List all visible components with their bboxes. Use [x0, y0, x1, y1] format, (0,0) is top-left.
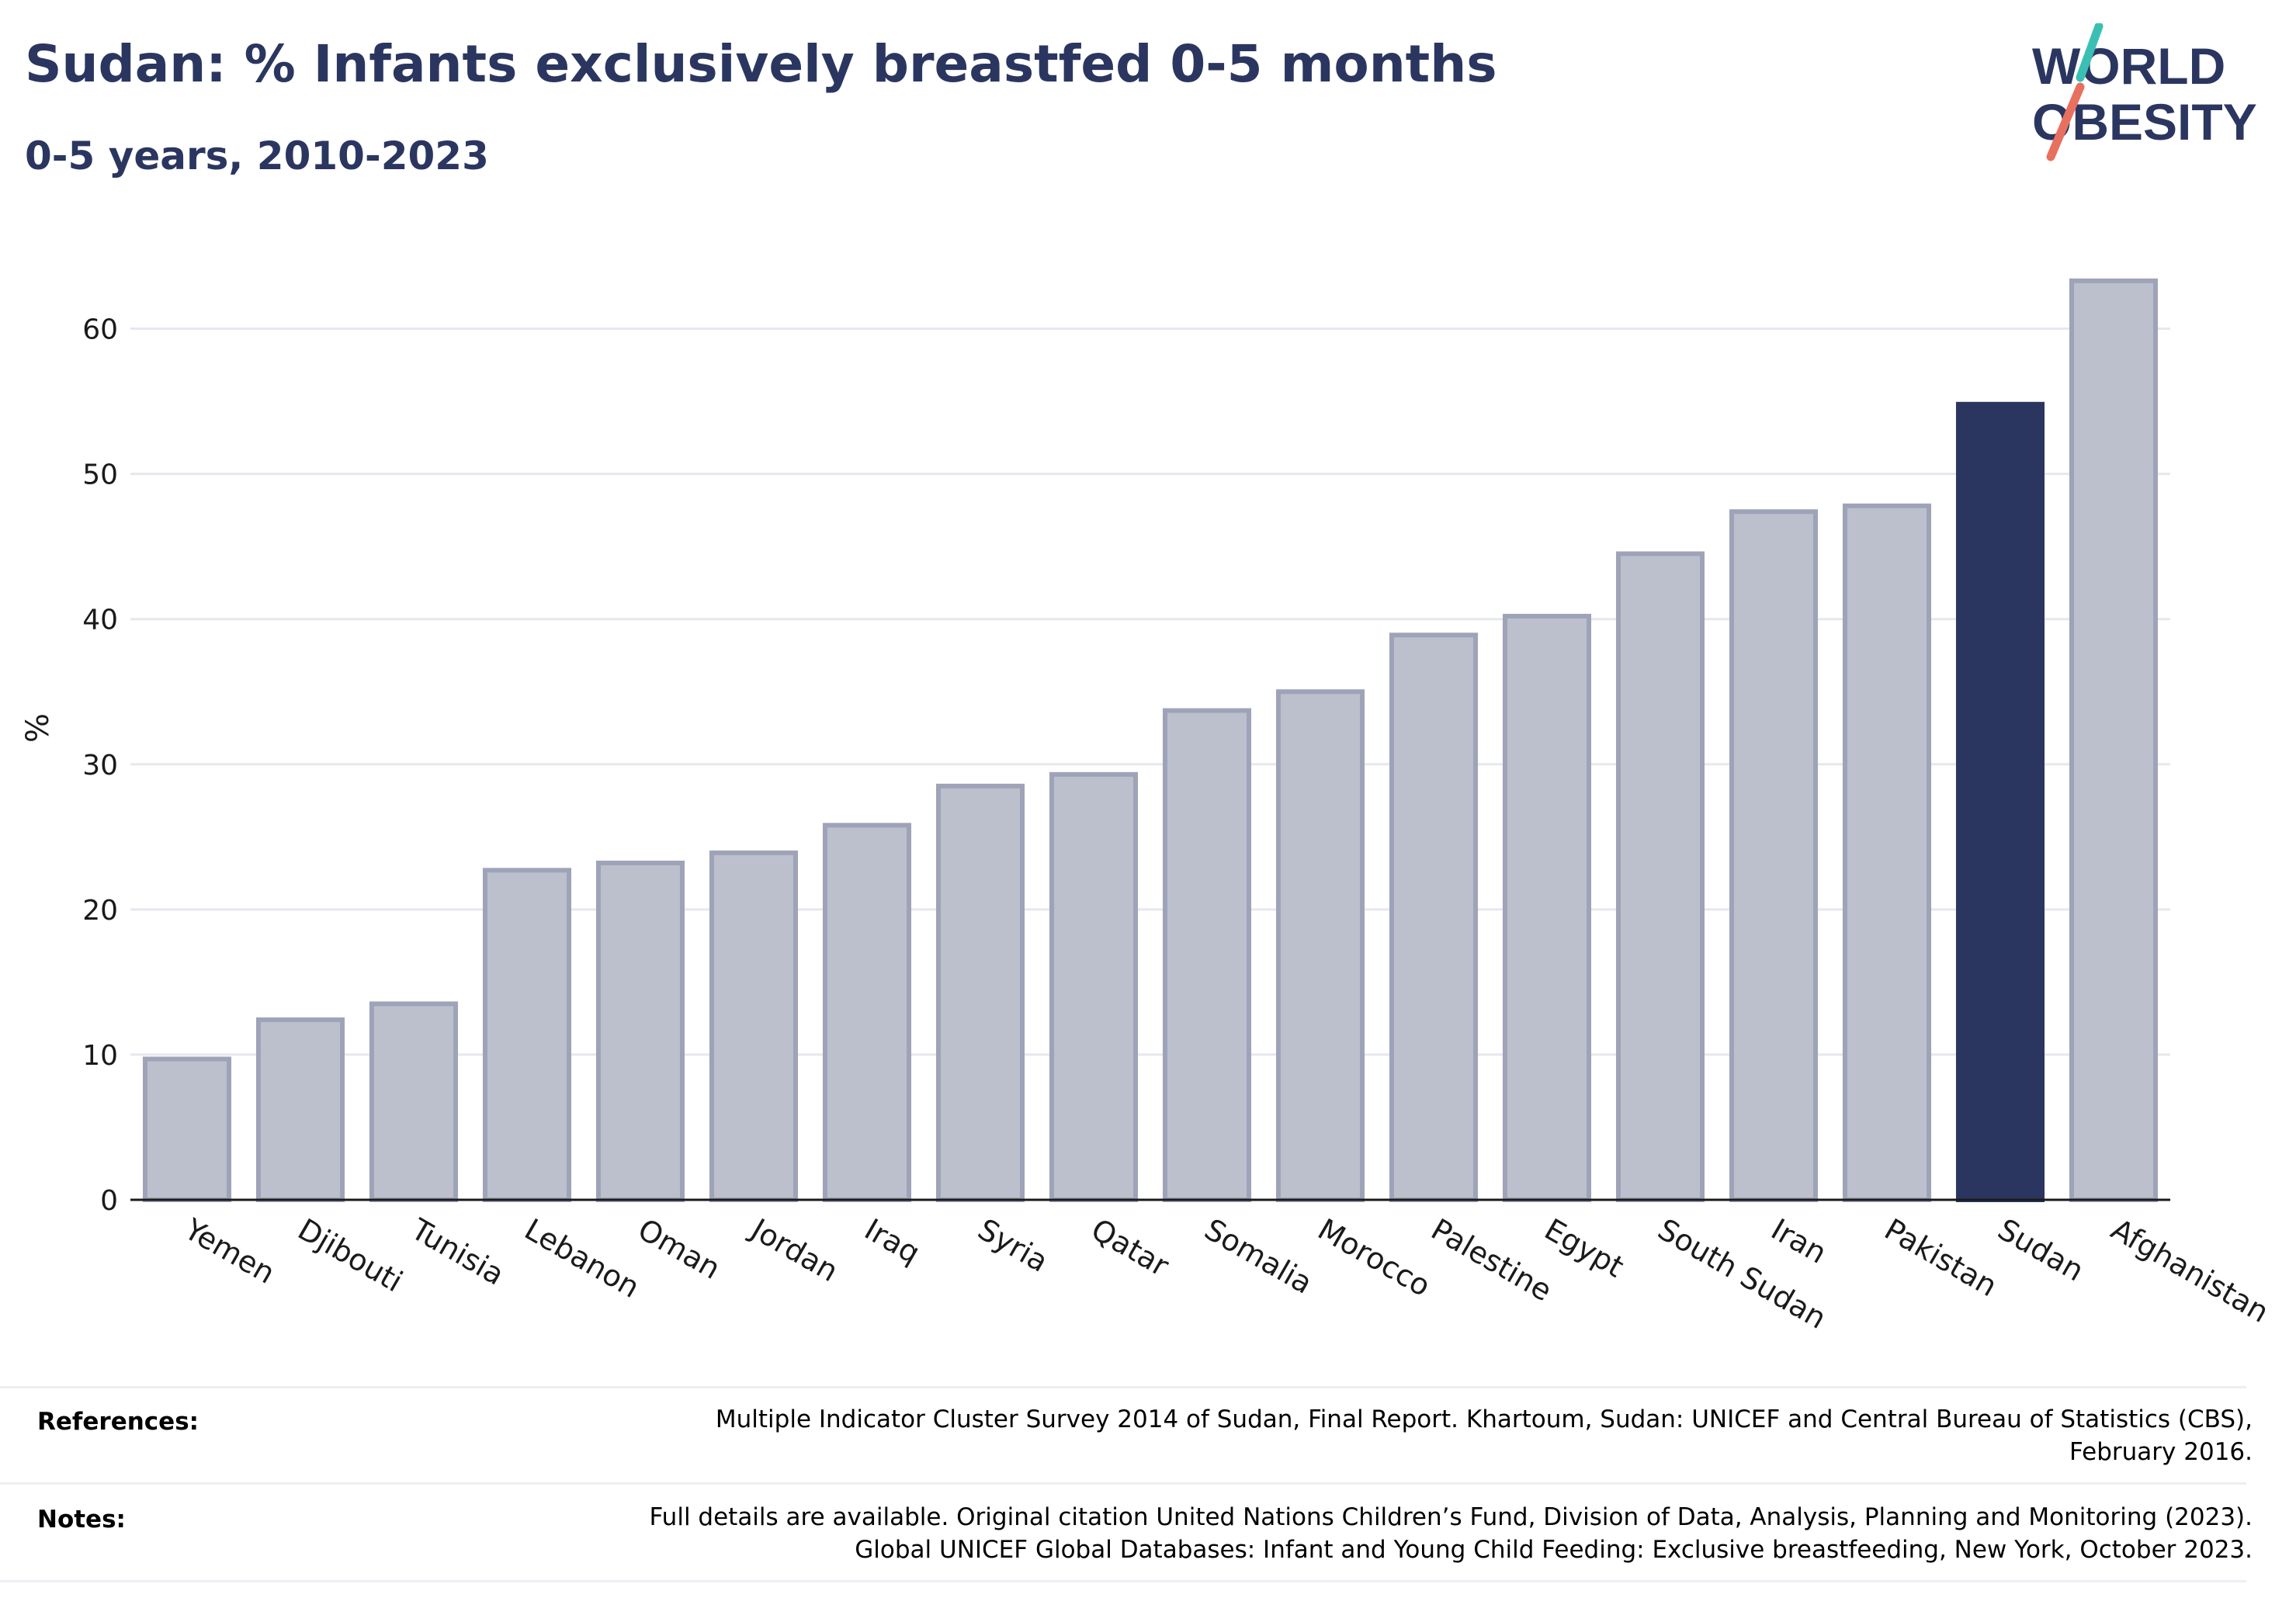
x-tick-label: Morocco [1313, 1212, 1437, 1304]
y-axis-label: % [20, 713, 56, 743]
footer-divider-middle [0, 1482, 2246, 1485]
x-tick-label: Lebanon [519, 1212, 646, 1305]
chart-subtitle: 0-5 years, 2010-2023 [25, 133, 489, 178]
x-tick-label: Syria [973, 1212, 1054, 1279]
x-tick-label: Palestine [1426, 1212, 1558, 1308]
y-tick-label: 20 [82, 895, 118, 927]
y-tick-label: 0 [100, 1185, 118, 1217]
bar-yemen [142, 1056, 232, 1203]
notes-line: Global UNICEF Global Databases: Infant a… [855, 1536, 2253, 1564]
x-tick-label: Oman [633, 1212, 727, 1286]
y-tick-label: 30 [82, 750, 118, 782]
bar-syria [935, 783, 1025, 1202]
gridlines [130, 328, 2170, 1056]
bar-sudan [1955, 401, 2045, 1202]
bar-afghanistan [2069, 278, 2159, 1202]
references-line: February 2016. [2069, 1438, 2253, 1466]
x-tick-label: Jordan [744, 1211, 844, 1289]
logo-line1: WORLD [2032, 37, 2225, 95]
x-tick-label: Qatar [1086, 1212, 1175, 1284]
x-tick-label: Somalia [1199, 1212, 1319, 1301]
y-tick-label: 50 [82, 459, 118, 491]
chart-title: Sudan: % Infants exclusively breastfed 0… [25, 34, 1497, 94]
y-tick-label: 40 [82, 605, 118, 636]
bar-djibouti [255, 1017, 345, 1203]
bar-egypt [1502, 613, 1592, 1202]
x-tick-label: Djibouti [293, 1212, 409, 1299]
x-tick-label: Iraq [859, 1212, 926, 1270]
bar-pakistan [1842, 503, 1932, 1202]
notes-line: Full details are available. Original cit… [649, 1503, 2253, 1531]
bar-south-sudan [1615, 551, 1705, 1202]
notes-label: Notes: [37, 1506, 126, 1534]
logo-teal-slash [2076, 23, 2104, 82]
bar-iran [1729, 509, 1819, 1202]
references-label: References: [37, 1408, 199, 1436]
bar-morocco [1275, 689, 1365, 1202]
x-tick-label: Pakistan [1879, 1212, 2003, 1304]
x-tick-label: Tunisia [405, 1211, 510, 1292]
notes-text: Full details are available. Original cit… [312, 1501, 2253, 1566]
x-tick-label: Iran [1766, 1212, 1833, 1270]
bar-palestine [1389, 633, 1479, 1202]
x-tick-label: Egypt [1539, 1212, 1630, 1284]
footer-divider-top [0, 1386, 2246, 1388]
bar-oman [595, 860, 685, 1203]
world-obesity-logo: WORLD OBESITY [2032, 23, 2257, 161]
bars [142, 278, 2159, 1203]
x-tick-label: Afghanistan [2106, 1212, 2275, 1329]
references-text: Multiple Indicator Cluster Survey 2014 o… [312, 1403, 2253, 1468]
logo-coral-slash [2046, 82, 2085, 161]
bar-jordan [709, 850, 799, 1202]
x-tick-label: Yemen [179, 1211, 281, 1291]
y-axis-ticks: 0 10 20 30 40 50 60 [82, 314, 118, 1217]
y-tick-label: 60 [82, 314, 118, 346]
references-line: Multiple Indicator Cluster Survey 2014 o… [715, 1405, 2253, 1433]
footer-divider-bottom [0, 1580, 2246, 1582]
bar-lebanon [482, 868, 572, 1202]
y-tick-label: 10 [82, 1040, 118, 1072]
x-tick-label: Sudan [1993, 1212, 2090, 1288]
bar-tunisia [369, 1001, 459, 1203]
bar-somalia [1162, 708, 1252, 1202]
bar-iraq [822, 823, 912, 1202]
bar-qatar [1049, 771, 1139, 1202]
